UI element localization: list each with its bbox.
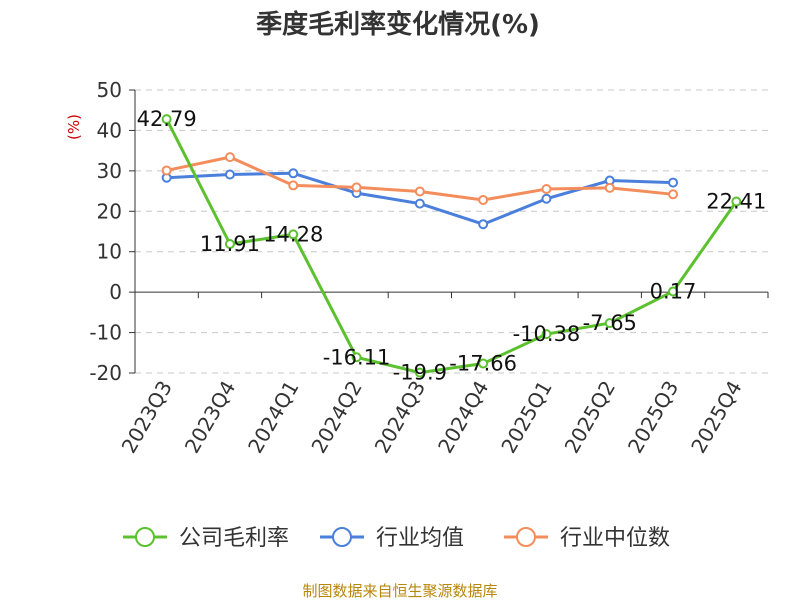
- data-label: -17.66: [449, 352, 517, 376]
- data-point: [541, 184, 552, 195]
- x-tick-label: 2025Q1: [496, 377, 556, 458]
- data-point: [288, 229, 299, 240]
- data-point: [224, 152, 235, 163]
- data-labels: 42.79 11.91 14.28 -16.11-19.9 -17.66 -10.38 -7…: [137, 107, 767, 384]
- data-point: [668, 189, 679, 200]
- data-point: [351, 182, 362, 193]
- data-label: 42.79: [137, 107, 197, 131]
- data-point: [478, 358, 489, 369]
- data-point: [414, 186, 425, 197]
- x-tick-label: 2023Q4: [180, 377, 240, 458]
- data-point: [668, 177, 679, 188]
- legend-swatch-marker: [516, 527, 536, 547]
- y-tick-label: 0: [109, 280, 122, 304]
- x-tick-label: 2023Q3: [117, 377, 177, 458]
- data-point: [604, 318, 615, 329]
- data-point: [604, 182, 615, 193]
- data-point: [224, 238, 235, 249]
- data-point: [351, 352, 362, 363]
- y-tick-label: 50: [97, 78, 122, 102]
- data-point: [224, 169, 235, 180]
- data-point: [668, 286, 679, 297]
- x-tick-label: 2025Q2: [560, 377, 620, 458]
- y-tick-labels: 50 40 30 20 10 0 -10 -20: [89, 78, 122, 385]
- data-point: [731, 196, 742, 207]
- source-note: 制图数据来自恒生聚源数据库: [302, 582, 497, 600]
- x-tick-labels: 2023Q3 2023Q4 2024Q1 2024Q2 2024Q3 2024Q4 2025…: [117, 377, 747, 458]
- data-label: 14.28: [263, 222, 323, 246]
- x-tick-label: 2024Q2: [306, 377, 366, 458]
- data-point: [288, 180, 299, 191]
- series-lines: [161, 114, 742, 378]
- data-point: [478, 194, 489, 205]
- y-tick-label: 30: [97, 159, 122, 183]
- x-tick-label: 2025Q4: [686, 377, 746, 458]
- legend-swatch-marker: [135, 527, 155, 547]
- data-point: [541, 193, 552, 204]
- legend-swatch-marker: [332, 527, 352, 547]
- legend-label: 行业中位数: [560, 526, 670, 551]
- y-tick-label: 20: [97, 199, 122, 223]
- data-label: -16.11: [323, 345, 391, 369]
- data-point: [414, 198, 425, 209]
- data-label: -19.9: [393, 361, 447, 385]
- data-point: [161, 165, 172, 176]
- legend-label: 行业均值: [376, 526, 464, 551]
- y-tick-label: -10: [89, 321, 122, 345]
- data-label: -10.38: [513, 322, 581, 346]
- data-label: -7.65: [583, 311, 637, 335]
- x-tick-label: 2024Q1: [243, 377, 303, 458]
- data-point: [288, 168, 299, 179]
- legend-label: 公司毛利率: [179, 526, 289, 551]
- data-label: 22.41: [706, 190, 766, 214]
- y-tick-label: 10: [97, 240, 122, 264]
- data-point: [414, 367, 425, 378]
- x-tick-label: 2024Q3: [370, 377, 430, 458]
- y-tick-label: 40: [97, 118, 122, 142]
- data-point: [541, 329, 552, 340]
- data-point: [161, 114, 172, 125]
- chart-title: 季度毛利率变化情况(%): [256, 9, 540, 40]
- legend: 公司毛利率 行业均值 行业中位数: [123, 526, 670, 551]
- data-label: 11.91: [200, 232, 260, 256]
- y-axis-unit: (%): [65, 114, 83, 140]
- series-line: [165, 118, 738, 375]
- data-label: 0.17: [650, 279, 697, 303]
- x-tick-label: 2024Q4: [433, 377, 493, 458]
- x-tick-label: 2025Q3: [623, 377, 683, 458]
- data-point: [478, 219, 489, 230]
- y-tick-label: -20: [89, 361, 122, 385]
